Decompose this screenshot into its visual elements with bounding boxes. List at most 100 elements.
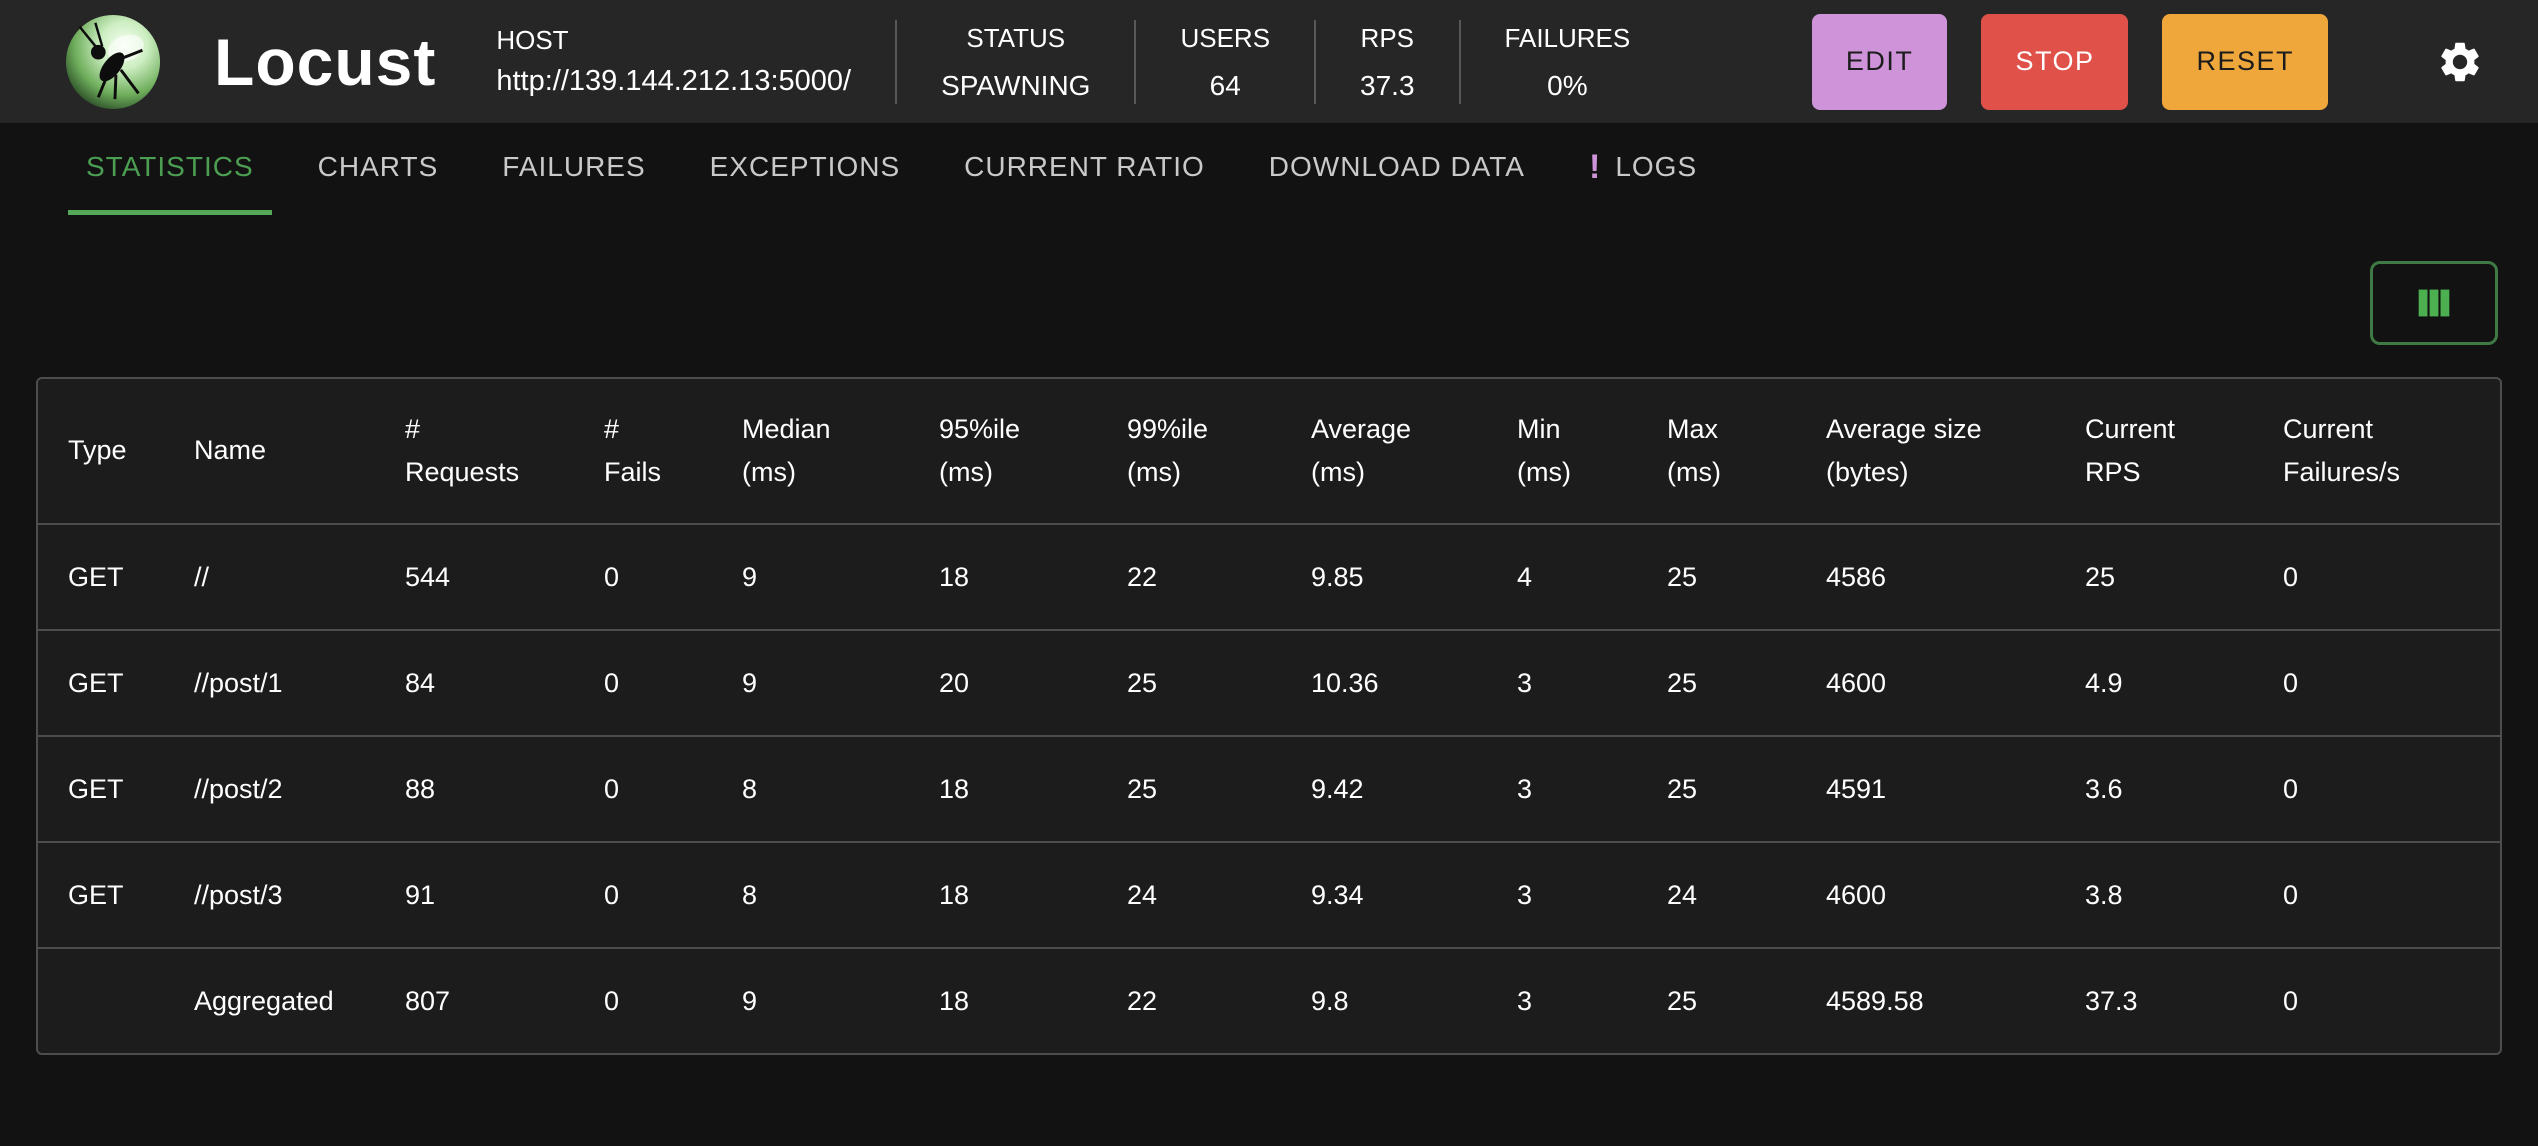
tab-label: FAILURES	[502, 150, 646, 182]
table-cell: 0	[2283, 561, 2299, 592]
table-cell: 9.85	[1311, 561, 1364, 592]
column-header-fails[interactable]: # Fails	[604, 413, 662, 487]
tab-statistics[interactable]: STATISTICS	[68, 123, 272, 215]
table-cell: 0	[2283, 986, 2299, 1016]
column-header-min-ms[interactable]: Min (ms)	[1517, 413, 1571, 487]
table-cell: 3.8	[2085, 879, 2123, 910]
columns-icon	[2418, 289, 2450, 317]
table-cell: GET	[68, 667, 124, 698]
table-cell: 22	[1127, 561, 1158, 592]
table-cell: 8	[742, 879, 758, 910]
exclamation-badge-icon: !	[1588, 147, 1602, 186]
tab-current-ratio[interactable]: CURRENT RATIO	[946, 123, 1223, 215]
table-row: GET //post/3 91 0 8 18 24 9.34 3 24 4600 3.8 0	[38, 842, 2500, 948]
table-cell: 25	[1667, 561, 1698, 592]
tab-charts[interactable]: CHARTS	[300, 123, 457, 215]
stat-label: RPS	[1360, 22, 1415, 53]
table-cell: 24	[1127, 879, 1158, 910]
table-row: GET //post/2 88 0 8 18 25 9.42 3 25 4591 3.6 0	[38, 736, 2500, 842]
tab-label: STATISTICS	[86, 150, 254, 182]
column-header-name[interactable]: Name	[194, 435, 267, 466]
table-cell: GET	[68, 561, 124, 592]
tab-download-data[interactable]: DOWNLOAD DATA	[1251, 123, 1543, 215]
header-actions: EDIT STOP RESET	[1811, 13, 2328, 110]
table-cell: 25	[1667, 986, 1698, 1016]
stat-value: 0%	[1547, 69, 1588, 101]
table-toolbar	[0, 215, 2538, 345]
table-cell: 91	[405, 879, 436, 910]
table-cell: 0	[604, 986, 620, 1016]
table-cell: GET	[68, 879, 124, 910]
tab-label: LOGS	[1615, 150, 1698, 182]
table-cell: 25	[2085, 561, 2116, 592]
tab-failures[interactable]: FAILURES	[484, 123, 663, 215]
table-cell: 4600	[1826, 879, 1887, 910]
stat-value: 37.3	[1360, 69, 1415, 101]
table-cell: 0	[604, 879, 620, 910]
table-cell: 3	[1517, 986, 1533, 1016]
columns-button[interactable]	[2370, 261, 2498, 345]
table-cell: 3	[1517, 667, 1533, 698]
table-cell: 84	[405, 667, 436, 698]
tab-exceptions[interactable]: EXCEPTIONS	[692, 123, 918, 215]
table-cell: 18	[939, 986, 970, 1016]
table-cell: 18	[939, 879, 970, 910]
table-cell: 9	[742, 986, 758, 1016]
stat-users: USERS 64	[1134, 19, 1314, 104]
stop-button[interactable]: STOP	[1981, 13, 2129, 110]
table-cell	[38, 948, 164, 1053]
column-header-requests[interactable]: # Requests	[405, 413, 520, 487]
stat-value: 64	[1209, 69, 1241, 101]
stat-rps: RPS 37.3	[1314, 19, 1459, 104]
table-cell: 8	[742, 773, 758, 804]
table-cell: 88	[405, 773, 436, 804]
table-cell: 3	[1517, 773, 1533, 804]
stat-status: STATUS SPAWNING	[895, 19, 1134, 104]
table-cell: 4591	[1826, 773, 1887, 804]
table-cell: 9	[742, 561, 758, 592]
table-row: GET //post/1 84 0 9 20 25 10.36 3 25 4600 4.9 0	[38, 630, 2500, 736]
table-cell: 9.42	[1311, 773, 1364, 804]
tab-label: EXCEPTIONS	[709, 150, 901, 182]
table-cell: 4.9	[2085, 667, 2123, 698]
tab-label: CHARTS	[317, 150, 439, 182]
column-header-max-ms[interactable]: Max (ms)	[1667, 413, 1721, 487]
column-header-current-rps[interactable]: Current RPS	[2085, 413, 2176, 487]
table-cell: 807	[405, 986, 451, 1016]
table-cell: //	[194, 561, 210, 592]
table-cell: 4586	[1826, 561, 1887, 592]
table-cell: 0	[2283, 879, 2299, 910]
column-header-average-ms[interactable]: Average (ms)	[1311, 413, 1412, 487]
host-label: HOST	[496, 25, 569, 55]
statistics-table: Type Name # Requests # Fails Median (ms) 95%i…	[38, 379, 2500, 1053]
table-cell: Aggregated	[194, 986, 334, 1016]
column-header-median-ms[interactable]: Median (ms)	[742, 413, 831, 487]
column-header-average-size-bytes[interactable]: Average size (bytes)	[1826, 413, 1982, 487]
app-header: Locust HOST http://139.144.212.13:5000/ …	[0, 0, 2538, 123]
table-cell: 18	[939, 561, 970, 592]
table-cell: 10.36	[1311, 667, 1379, 698]
host-info: HOST http://139.144.212.13:5000/	[496, 27, 851, 96]
column-header-current-failures-s[interactable]: Current Failures/s	[2283, 413, 2401, 487]
reset-button[interactable]: RESET	[2162, 13, 2328, 110]
table-cell: //post/3	[194, 879, 283, 910]
tab-bar: STATISTICS CHARTS FAILURES EXCEPTIONS CURREN…	[0, 123, 2538, 215]
stat-value: SPAWNING	[941, 69, 1091, 101]
table-cell: 25	[1667, 773, 1698, 804]
table-cell: 544	[405, 561, 451, 592]
table-cell: 25	[1127, 667, 1158, 698]
host-url: http://139.144.212.13:5000/	[496, 65, 852, 97]
tab-logs[interactable]: ! LOGS	[1571, 123, 1715, 215]
edit-button[interactable]: EDIT	[1811, 13, 1948, 110]
column-header-99-ile-ms[interactable]: 99%ile (ms)	[1127, 413, 1209, 487]
locust-logo-icon	[64, 13, 162, 111]
table-cell: 0	[2283, 667, 2299, 698]
stat-label: FAILURES	[1504, 22, 1631, 53]
statistics-table-panel: Type Name # Requests # Fails Median (ms) 95%i…	[36, 377, 2502, 1055]
table-cell: 9.8	[1311, 986, 1349, 1016]
gear-icon[interactable]	[2436, 38, 2484, 86]
table-cell: GET	[68, 773, 124, 804]
column-header-95-ile-ms[interactable]: 95%ile (ms)	[939, 413, 1021, 487]
column-header-type[interactable]: Type	[68, 435, 127, 466]
table-cell: 0	[604, 773, 620, 804]
